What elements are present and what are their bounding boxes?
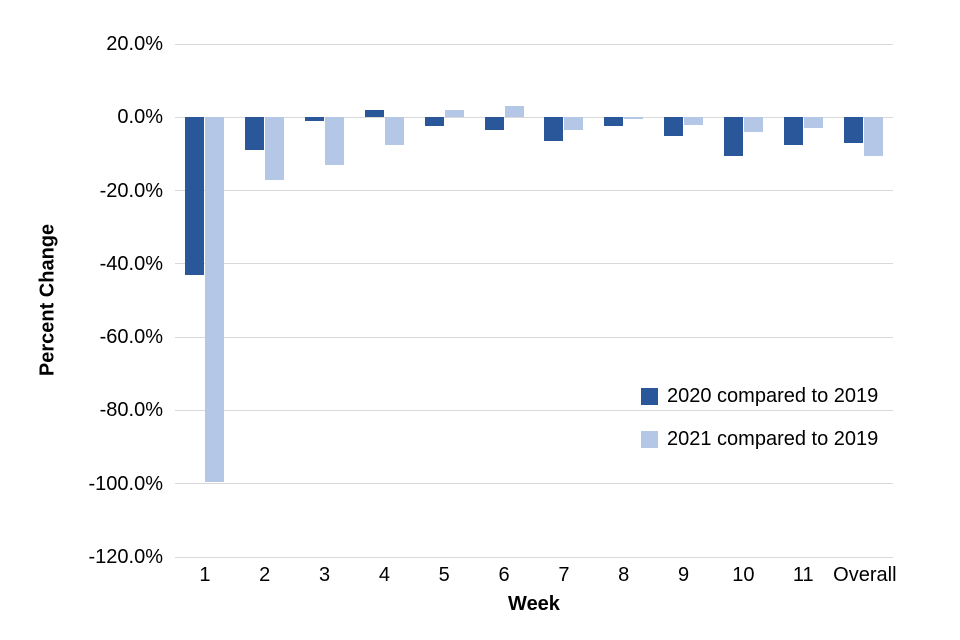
- gridline: [175, 556, 893, 558]
- x-axis-title: Week: [508, 593, 560, 615]
- y-tick-label: -20.0%: [99, 179, 163, 202]
- gridline: [175, 483, 893, 485]
- y-tick-label: 20.0%: [106, 33, 163, 55]
- legend-label: 2021 compared to 2019: [667, 428, 879, 450]
- x-tick-label: 11: [792, 564, 814, 586]
- gridline: [175, 409, 893, 411]
- x-tick-label: 8: [618, 564, 630, 586]
- bar-2020-3: [305, 117, 325, 121]
- gridline: [175, 43, 893, 45]
- y-tick-label: -100.0%: [88, 472, 164, 495]
- x-tick-label: 1: [199, 564, 211, 586]
- bar-2020-1: [185, 117, 205, 275]
- bar-2021-11: [803, 117, 823, 129]
- bar-2021-1: [205, 117, 225, 482]
- bar-2021-3: [325, 117, 345, 165]
- x-tick-label: 10: [732, 564, 755, 586]
- x-tick-label: 7: [558, 564, 570, 586]
- gridline: [175, 263, 893, 265]
- x-tick-label: 2: [259, 564, 271, 586]
- x-tick-label: Overall: [833, 564, 897, 586]
- y-tick-label: -120.0%: [88, 546, 164, 568]
- x-tick-label: 9: [678, 564, 690, 586]
- bar-2021-2: [265, 117, 285, 180]
- x-tick-label: 5: [438, 564, 450, 586]
- bar-2021-6: [504, 106, 524, 118]
- legend-marker-icon: [641, 387, 658, 405]
- gridline: [175, 190, 893, 192]
- gridline: [175, 336, 893, 338]
- bar-2020-10: [723, 117, 743, 156]
- legend-marker-icon: [641, 430, 658, 448]
- bar-2020-2: [245, 117, 265, 151]
- bar-2021-4: [384, 117, 404, 145]
- bar-2020-4: [364, 109, 384, 118]
- legend-item: 2021 compared to 2019: [641, 427, 878, 451]
- x-tick-label: 6: [498, 564, 510, 586]
- bar-2021-9: [684, 117, 704, 125]
- x-tick-label: 4: [378, 564, 390, 586]
- bar-2020-11: [783, 117, 803, 145]
- bar-2021-5: [444, 109, 464, 118]
- gridline: [175, 116, 893, 118]
- bar-2020-9: [664, 117, 684, 136]
- y-tick-label: 0.0%: [117, 106, 163, 129]
- bar-2021-Overall: [863, 117, 883, 156]
- bar-2020-6: [484, 117, 504, 131]
- legend-label: 2020 compared to 2019: [667, 385, 879, 407]
- bar-2020-Overall: [843, 117, 863, 143]
- x-tick-label: 3: [319, 564, 331, 586]
- bar-2021-10: [743, 117, 763, 132]
- legend-item: 2020 compared to 2019: [641, 384, 878, 408]
- bar-2021-7: [564, 117, 584, 131]
- y-axis-title: Percent Change: [36, 223, 59, 377]
- bar-2020-8: [604, 117, 624, 127]
- y-tick-label: -40.0%: [99, 252, 163, 275]
- bar-2021-8: [624, 117, 644, 120]
- y-tick-label: -60.0%: [99, 326, 163, 349]
- bar-2020-7: [544, 117, 564, 142]
- bar-2020-5: [424, 117, 444, 127]
- y-tick-label: -80.0%: [99, 399, 163, 422]
